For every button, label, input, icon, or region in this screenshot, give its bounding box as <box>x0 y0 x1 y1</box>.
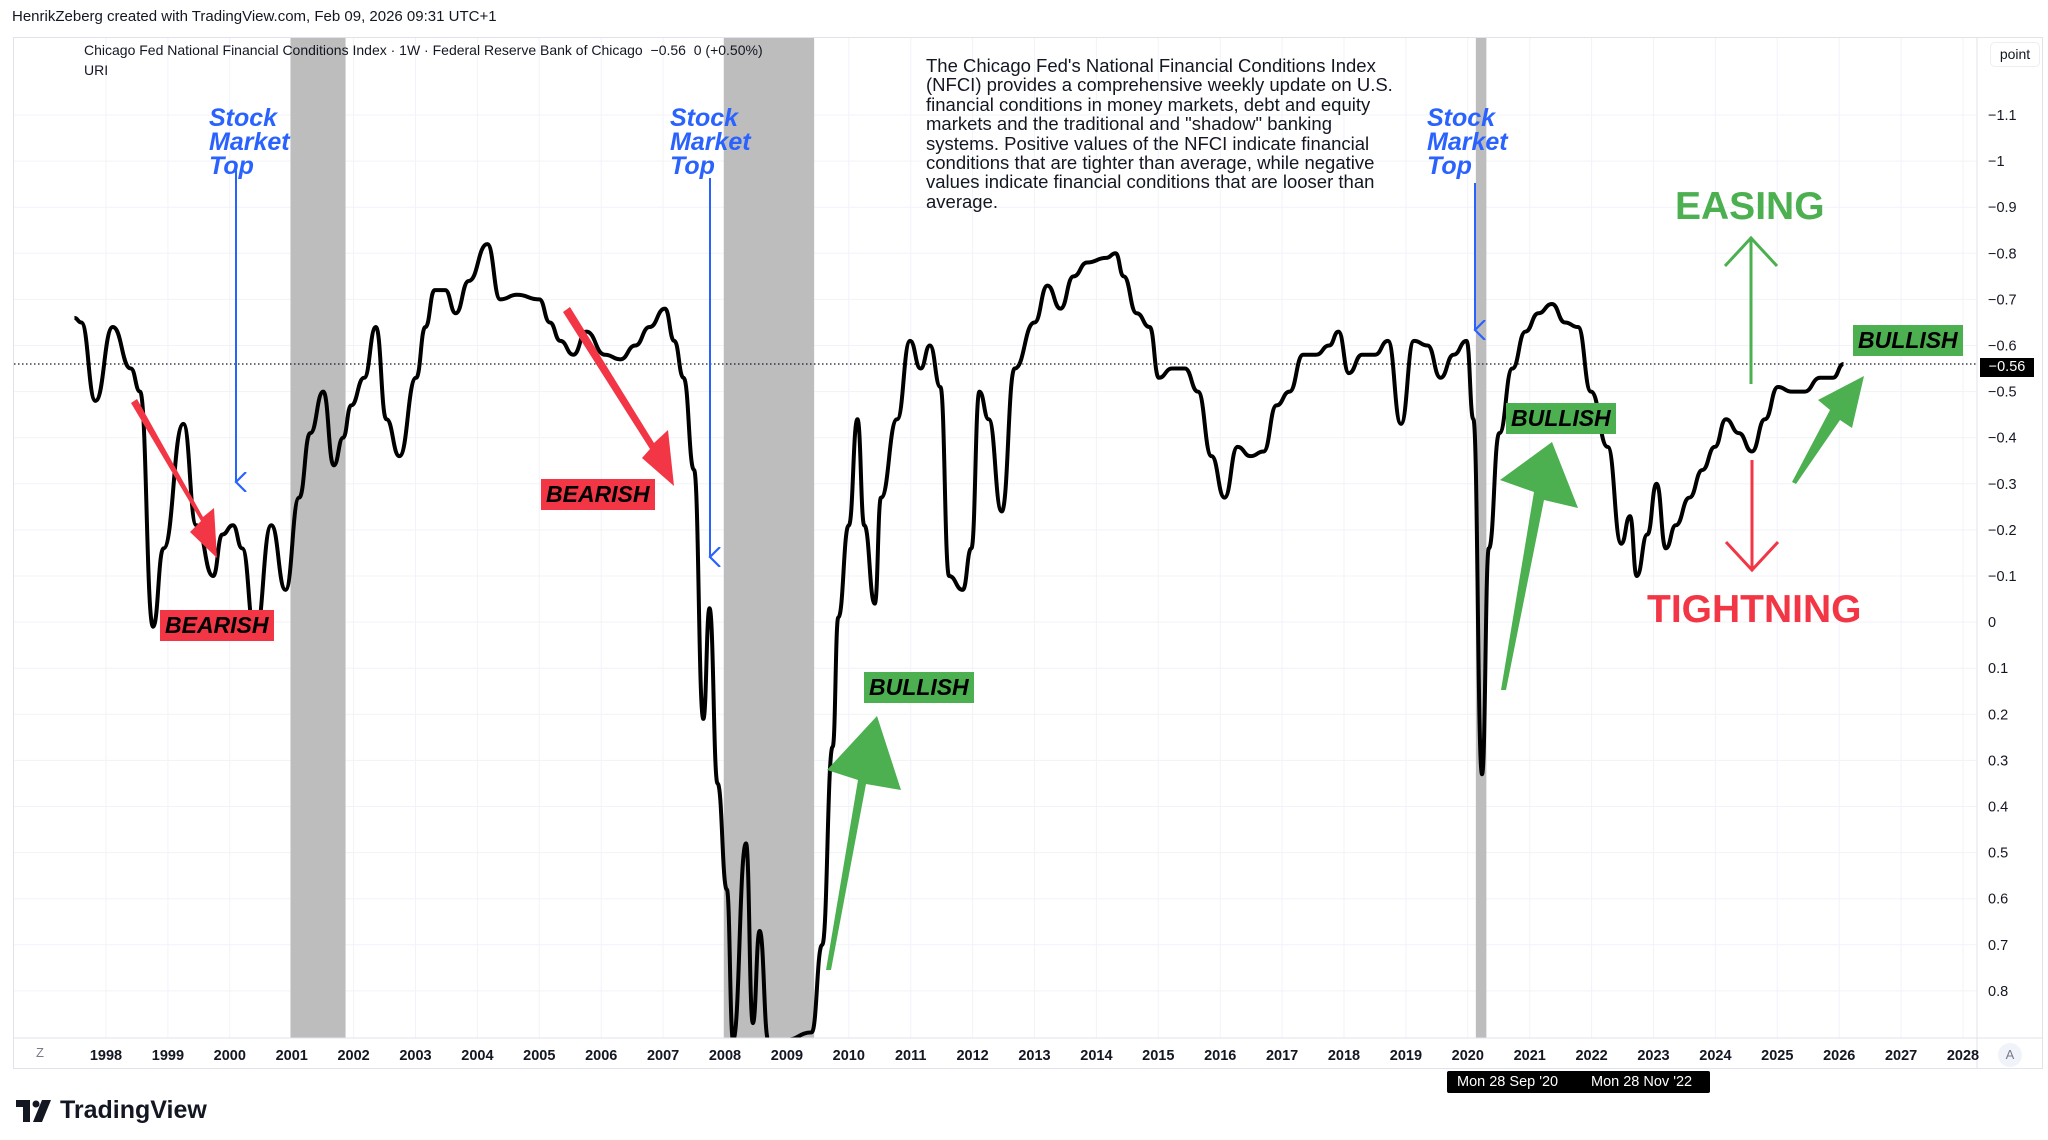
price-tick-label: −0.9 <box>1988 200 2017 216</box>
price-tick-label: −1.1 <box>1988 108 2017 124</box>
tradingview-logo-text: TradingView <box>60 1096 207 1124</box>
recession-band <box>723 38 815 1038</box>
price-tick-label: 0.1 <box>1988 661 2008 677</box>
price-tick-label: −0.3 <box>1988 477 2017 493</box>
nfci-line <box>74 242 1845 1038</box>
date-range-tooltip: Mon 28 Sep '20 Mon 28 Nov '22 <box>1447 1071 1710 1093</box>
time-tick-label: 2023 <box>1637 1048 1669 1064</box>
time-tick-label: 2015 <box>1142 1048 1174 1064</box>
easing-label: EASING <box>1675 185 1825 228</box>
description-note: The Chicago Fed's National Financial Con… <box>926 55 1393 212</box>
price-tick-label: −0.8 <box>1988 246 2017 262</box>
bullish-label: BULLISH <box>1506 403 1616 434</box>
price-tick-label: 0.3 <box>1988 753 2008 769</box>
time-tick-label: 2005 <box>523 1048 555 1064</box>
tradingview-logo-icon <box>16 1099 51 1122</box>
time-tick-label: 2002 <box>337 1048 369 1064</box>
price-tick-label: −0.1 <box>1988 569 2017 585</box>
price-tick-label: 0.5 <box>1988 846 2008 862</box>
price-tick-label: 0.7 <box>1988 938 2008 954</box>
time-tick-label: 2019 <box>1390 1048 1422 1064</box>
price-axis[interactable]: −1.1 −1 −0.9 −0.8 −0.7 −0.6 −0.5 −0.4 −0.3 −0.2 −0… <box>1988 108 2017 1000</box>
easing-arrowhead-icon <box>1723 235 1779 268</box>
time-tick-label: 2026 <box>1823 1048 1855 1064</box>
time-tick-label: 2001 <box>276 1048 308 1064</box>
time-tick-label: 2004 <box>461 1048 493 1064</box>
time-tick-label: 2017 <box>1266 1048 1298 1064</box>
time-tick-label: 2025 <box>1761 1048 1793 1064</box>
bullish-arrow-icon <box>826 716 901 970</box>
bullish-label: BULLISH <box>864 672 974 703</box>
bearish-label: BEARISH <box>160 610 274 641</box>
legend-change: 0 (+0.50%) <box>693 42 763 58</box>
time-tick-label: 1999 <box>152 1048 184 1064</box>
time-tick-label: 2000 <box>214 1048 246 1064</box>
zoom-button[interactable]: Z <box>36 1045 44 1060</box>
price-scale-unit-button[interactable]: point <box>1990 42 2040 67</box>
last-value-label: −0.56 <box>1980 358 2034 377</box>
time-tick-label: 2007 <box>647 1048 679 1064</box>
price-tick-label: 0.4 <box>1988 800 2008 816</box>
time-tick-label: 2011 <box>895 1048 926 1064</box>
bearish-arrow-icon <box>563 307 674 486</box>
legend-row[interactable]: Chicago Fed National Financial Condition… <box>84 42 763 58</box>
time-tick-label: 2008 <box>709 1048 741 1064</box>
time-tick-label: 2021 <box>1514 1048 1546 1064</box>
tradingview-logo[interactable]: TradingView <box>16 1096 207 1125</box>
time-tick-label: 1998 <box>90 1048 122 1064</box>
recession-band <box>290 38 346 1038</box>
time-tick-label: 2018 <box>1328 1048 1360 1064</box>
time-tick-label: 2028 <box>1947 1048 1979 1064</box>
grid-lines <box>14 38 1977 1038</box>
nfci-series <box>74 242 1845 1038</box>
legend-symbol: URI <box>84 62 109 78</box>
price-tick-label: −0.5 <box>1988 385 2017 401</box>
time-tick-label: 2014 <box>1080 1048 1112 1064</box>
legend-title: Chicago Fed National Financial Condition… <box>84 42 643 58</box>
bullish-label: BULLISH <box>1853 325 1963 356</box>
price-tick-label: −0.6 <box>1988 339 2017 355</box>
price-tick-label: −1 <box>1988 154 2005 170</box>
tightening-arrowhead-icon <box>1724 540 1780 573</box>
bullish-arrow-icon <box>1500 442 1578 690</box>
stock-market-top-label: Stock Market Top <box>209 104 290 180</box>
time-tick-label: 2010 <box>833 1048 865 1064</box>
stock-market-top-label: Stock Market Top <box>1427 104 1508 180</box>
bearish-label: BEARISH <box>541 479 655 510</box>
price-tick-label: −0.2 <box>1988 523 2017 539</box>
time-tick-label: 2012 <box>956 1048 988 1064</box>
recession-band <box>1475 38 1487 1038</box>
chart-frame <box>13 37 2043 1069</box>
time-tick-label: 2020 <box>1452 1048 1484 1064</box>
price-tick-label: 0.2 <box>1988 707 2008 723</box>
legend-last-value: −0.56 <box>650 42 686 58</box>
time-tick-label: 2009 <box>771 1048 803 1064</box>
auto-scale-button[interactable]: A <box>1998 1043 2022 1067</box>
time-tick-label: 2003 <box>399 1048 431 1064</box>
time-tick-label: 2016 <box>1204 1048 1236 1064</box>
attribution-text: HenrikZeberg created with TradingView.co… <box>12 8 497 25</box>
price-tick-label: −0.7 <box>1988 292 2017 308</box>
price-tick-label: 0.6 <box>1988 892 2008 908</box>
price-tick-label: 0 <box>1988 615 1996 631</box>
tooltip-start-date: Mon 28 Sep '20 <box>1457 1074 1559 1090</box>
price-tick-label: 0.8 <box>1988 984 2008 1000</box>
time-axis[interactable]: 1998 1999 2000 2001 2002 2003 2004 2005 2006 2007… <box>90 1048 1979 1064</box>
time-tick-label: 2006 <box>585 1048 617 1064</box>
bullish-arrow-icon <box>1792 376 1864 484</box>
stock-market-top-label: Stock Market Top <box>670 104 751 180</box>
tightening-label: TIGHTNING <box>1647 588 1862 631</box>
bearish-arrow-icon <box>131 399 217 558</box>
time-tick-label: 2022 <box>1575 1048 1607 1064</box>
time-tick-label: 2027 <box>1885 1048 1917 1064</box>
time-tick-label: 2024 <box>1699 1048 1731 1064</box>
tooltip-end-date: Mon 28 Nov '22 <box>1591 1074 1693 1090</box>
price-tick-label: −0.4 <box>1988 431 2017 447</box>
recession-bands <box>290 38 1487 1038</box>
time-tick-label: 2013 <box>1018 1048 1050 1064</box>
